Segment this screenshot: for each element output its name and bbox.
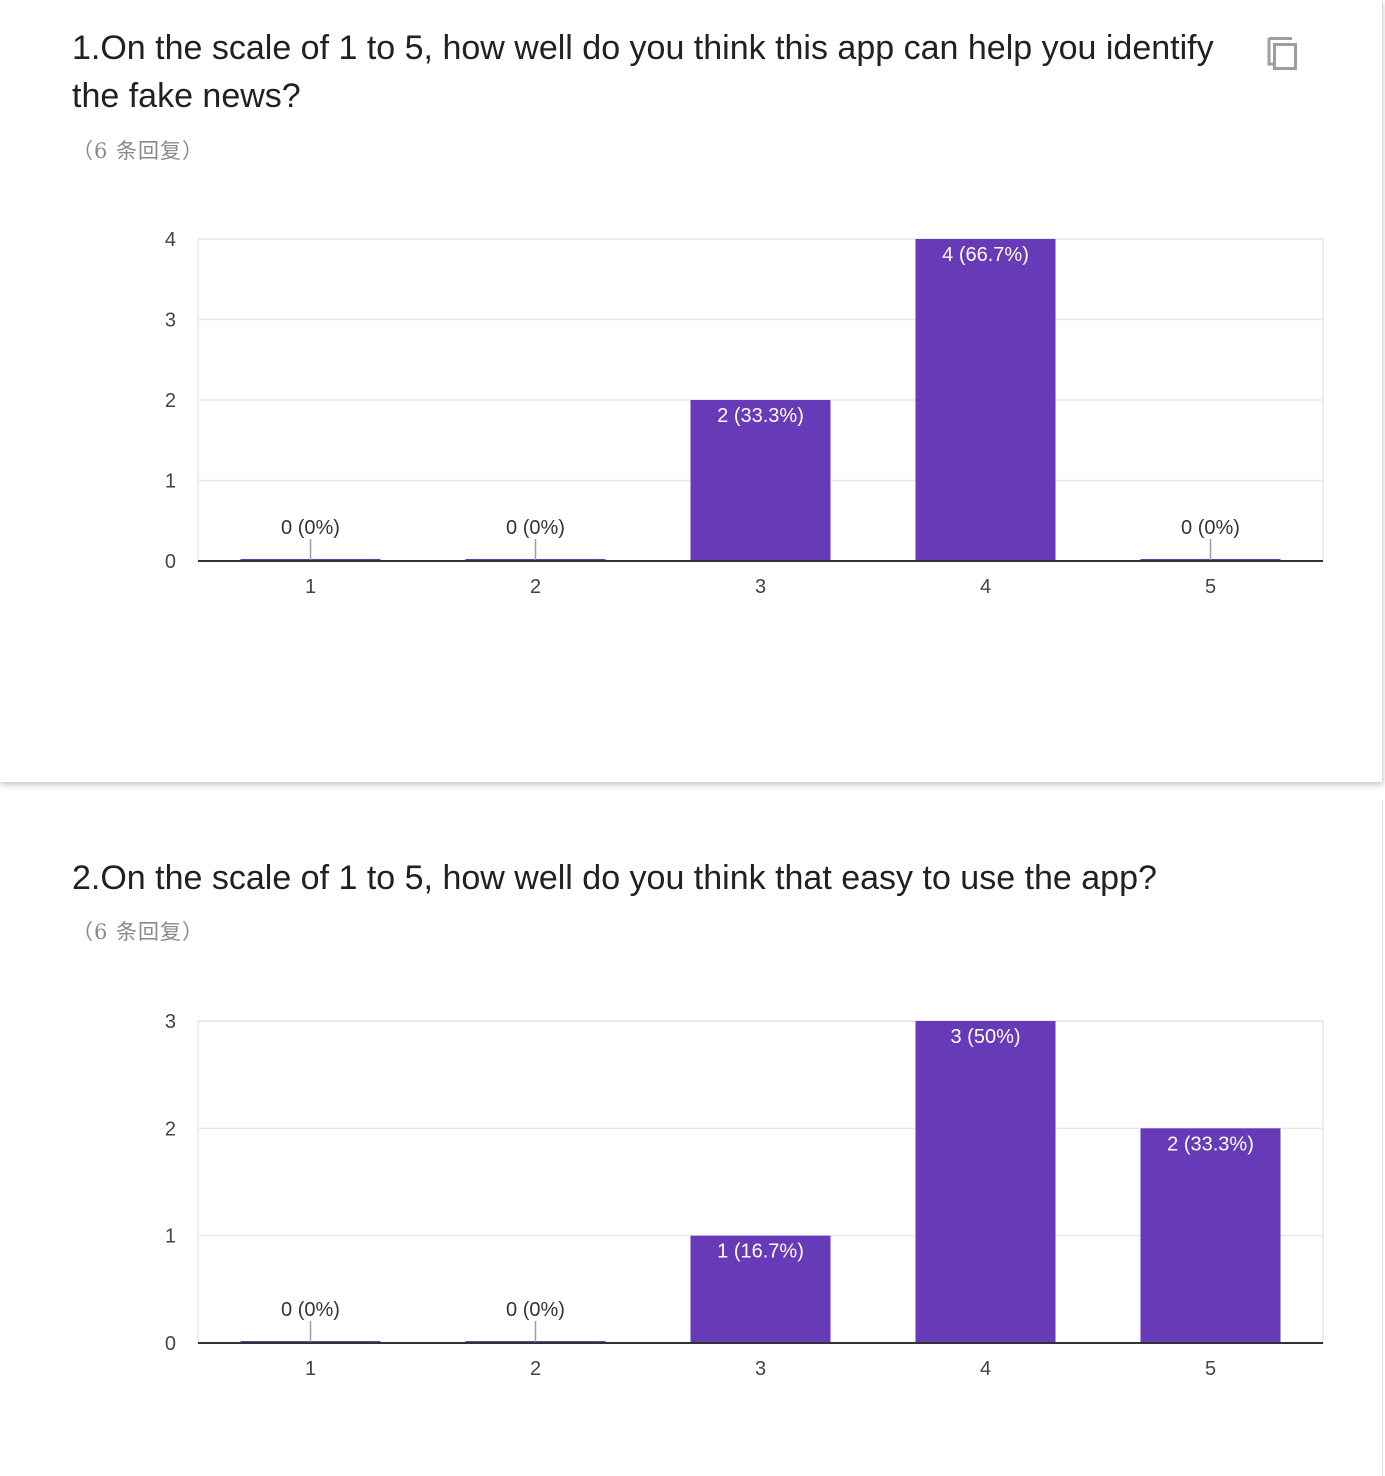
x-tick-label: 3 bbox=[755, 1358, 766, 1380]
bar-data-label: 0 (0%) bbox=[1181, 517, 1240, 539]
copy-chart-button[interactable] bbox=[1262, 30, 1302, 70]
y-tick-label: 1 bbox=[165, 471, 176, 493]
x-tick-label: 2 bbox=[530, 1358, 541, 1380]
y-tick-label: 2 bbox=[165, 1118, 176, 1140]
x-tick-label: 3 bbox=[755, 576, 766, 598]
y-tick-label: 4 bbox=[165, 229, 176, 251]
bar bbox=[915, 1021, 1056, 1343]
bar-data-label: 0 (0%) bbox=[506, 517, 565, 539]
y-tick-label: 1 bbox=[165, 1226, 176, 1248]
bar-data-label: 0 (0%) bbox=[281, 517, 340, 539]
bar-data-label: 4 (66.7%) bbox=[942, 244, 1029, 266]
bar bbox=[1140, 1128, 1281, 1343]
bar-chart-1: 0 1 2 3 4 0 (0%) 1 0 (0%) 2 2 (33.3%) 3 4 (66.7%) 4 0… bbox=[165, 229, 1324, 598]
y-tick-label: 0 bbox=[165, 551, 176, 573]
response-count: （6 条回复） bbox=[72, 139, 205, 163]
y-tick-label: 2 bbox=[165, 390, 176, 412]
bar-data-label: 0 (0%) bbox=[506, 1299, 565, 1321]
bar-data-label: 0 (0%) bbox=[281, 1299, 340, 1321]
bar bbox=[690, 400, 831, 561]
bar-data-label: 1 (16.7%) bbox=[717, 1241, 804, 1263]
bar bbox=[915, 239, 1056, 561]
x-tick-label: 5 bbox=[1205, 576, 1216, 598]
x-tick-label: 4 bbox=[980, 1358, 991, 1380]
question-title: 2.On the scale of 1 to 5, how well do yo… bbox=[72, 859, 1157, 897]
bar-data-label: 2 (33.3%) bbox=[717, 405, 804, 427]
y-tick-label: 3 bbox=[165, 1011, 176, 1033]
bar-data-label: 3 (50%) bbox=[950, 1026, 1020, 1048]
x-tick-label: 1 bbox=[305, 1358, 316, 1380]
x-tick-label: 1 bbox=[305, 576, 316, 598]
card-gap bbox=[0, 782, 1385, 800]
bar-data-label: 2 (33.3%) bbox=[1167, 1133, 1254, 1155]
copy-icon bbox=[1267, 37, 1297, 70]
response-count: （6 条回复） bbox=[72, 920, 205, 944]
x-tick-label: 5 bbox=[1205, 1358, 1216, 1380]
question-card-1: 1.On the scale of 1 to 5, how well do yo… bbox=[72, 0, 1383, 782]
y-tick-label: 0 bbox=[165, 1333, 176, 1355]
bar bbox=[690, 1235, 831, 1343]
y-tick-label: 3 bbox=[165, 310, 176, 332]
x-tick-label: 4 bbox=[980, 576, 991, 598]
x-tick-label: 2 bbox=[530, 576, 541, 598]
question-title: 1.On the scale of 1 to 5, how well do yo… bbox=[72, 29, 1214, 115]
